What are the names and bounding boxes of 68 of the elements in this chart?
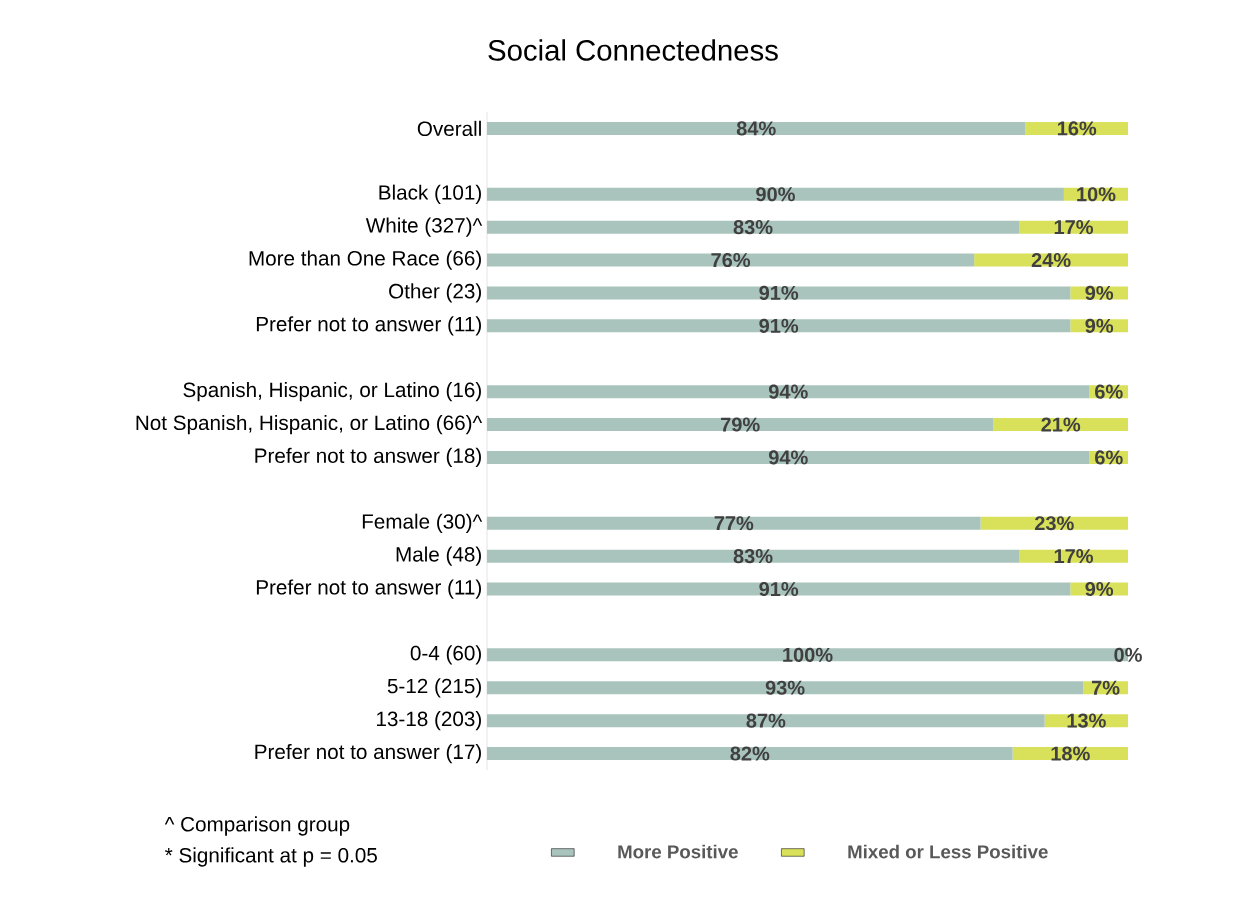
y-tick-label: White (327)^ (365, 217, 483, 237)
bar (487, 714, 1045, 728)
data-label: 9% (1085, 285, 1114, 301)
data-label: 6% (1095, 384, 1123, 399)
data-label: 100% (783, 647, 833, 662)
bar (487, 549, 1020, 563)
data-label: 0% (1114, 647, 1142, 662)
bar (487, 121, 1026, 135)
bar (487, 516, 981, 530)
y-tick-label: 5-12 (215) (387, 678, 481, 698)
data-label: 91% (759, 318, 799, 333)
data-label: 94% (768, 384, 808, 399)
data-label: 83% (733, 220, 773, 235)
data-label: 23% (1034, 516, 1074, 531)
data-label: 77% (714, 516, 754, 531)
data-label: 79% (721, 417, 760, 432)
data-label: 6% (1095, 450, 1123, 465)
chart-title: Social Connectedness (488, 39, 778, 61)
y-tick-label: Prefer not to answer (18) (255, 447, 481, 468)
data-label: 87% (746, 713, 786, 728)
bar (487, 681, 1084, 695)
bar (487, 450, 1090, 464)
data-label: 94% (768, 450, 808, 465)
bar (487, 747, 1013, 761)
data-label: 21% (1041, 417, 1081, 432)
data-label: 16% (1057, 121, 1097, 136)
legend-label: Mixed or Less Positive (848, 844, 1048, 859)
data-label: 91% (759, 285, 799, 301)
data-label: 18% (1051, 746, 1090, 761)
bar (487, 385, 1090, 399)
data-label: 17% (1054, 220, 1094, 235)
legend-label: More Positive (618, 844, 738, 859)
y-tick-label: Prefer not to answer (11) (256, 579, 482, 599)
bar (487, 319, 1071, 333)
text: ^ Comparison group (164, 816, 350, 836)
bar (487, 418, 994, 432)
bar (487, 187, 1064, 201)
y-tick-label: Prefer not to answer (11) (256, 316, 482, 336)
data-label: 82% (730, 746, 770, 761)
y-tick-label: 0-4 (60) (410, 645, 481, 665)
y-tick-label: Other (23) (389, 283, 481, 303)
data-label: 10% (1077, 187, 1116, 202)
text: * Significant at p = 0.05 (165, 847, 377, 867)
data-label: 91% (759, 581, 799, 597)
data-label: 93% (765, 680, 805, 695)
data-label: 83% (733, 549, 773, 564)
y-tick-label: Not Spanish, Hispanic, or Latino (66)^ (136, 414, 483, 435)
data-label: 7% (1091, 680, 1120, 695)
y-tick-label: Female (30)^ (362, 513, 483, 533)
data-label: 76% (711, 252, 751, 268)
y-tick-label: 13-18 (203) (377, 711, 481, 731)
y-tick-label: Black (101) (379, 184, 481, 204)
data-label: 90% (756, 187, 795, 202)
data-label: 9% (1085, 581, 1114, 597)
bar (487, 220, 1020, 234)
y-tick-label: Prefer not to answer (17) (255, 743, 481, 764)
y-tick-label: Overall (417, 120, 481, 137)
data-label: 17% (1054, 549, 1094, 564)
data-label: 13% (1067, 713, 1106, 728)
y-tick-label: More than One Race (66) (249, 250, 481, 270)
y-tick-label: Male (48) (396, 546, 481, 566)
data-label: 9% (1085, 318, 1114, 333)
bar (487, 582, 1071, 596)
data-label: 24% (1031, 252, 1071, 268)
y-tick-label: Spanish, Hispanic, or Latino (16) (183, 382, 481, 402)
bar (487, 253, 975, 267)
data-label: 84% (736, 121, 776, 136)
bar (487, 286, 1071, 300)
